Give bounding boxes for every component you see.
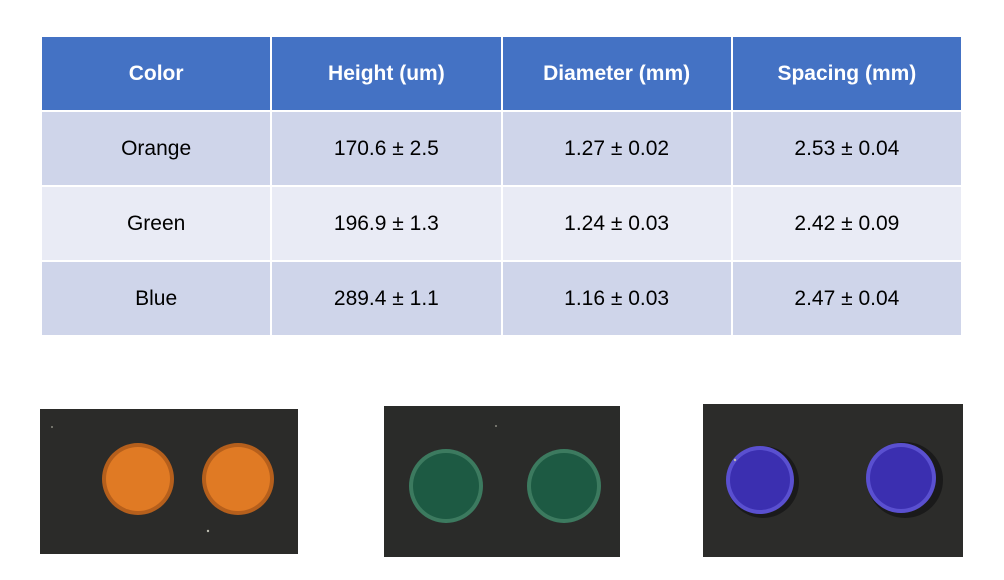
cell-diameter: 1.24 ± 0.03 <box>500 185 733 262</box>
table-row: Orange 170.6 ± 2.5 1.27 ± 0.02 2.53 ± 0.… <box>39 110 964 187</box>
orange-dot <box>106 447 170 511</box>
blue-sample-photo <box>703 404 963 557</box>
green-sample-image <box>384 406 620 557</box>
header-color: Color <box>39 35 273 112</box>
blue-dot <box>870 447 932 509</box>
cell-height: 289.4 ± 1.1 <box>270 260 503 337</box>
green-dot <box>531 453 597 519</box>
table-header-row: Color Height (um) Diameter (mm) Spacing … <box>39 35 964 112</box>
cell-color: Blue <box>39 260 273 337</box>
green-dot <box>413 453 479 519</box>
orange-dot <box>206 447 270 511</box>
header-diameter: Diameter (mm) <box>500 35 733 112</box>
blue-sample-image <box>703 404 963 557</box>
cell-color: Green <box>39 185 273 262</box>
orange-sample-image <box>40 409 298 554</box>
header-height: Height (um) <box>270 35 503 112</box>
cell-spacing: 2.42 ± 0.09 <box>730 185 964 262</box>
table-row: Green 196.9 ± 1.3 1.24 ± 0.03 2.42 ± 0.0… <box>39 185 964 262</box>
green-sample-photo <box>384 406 620 557</box>
cell-spacing: 2.47 ± 0.04 <box>730 260 964 337</box>
cell-diameter: 1.27 ± 0.02 <box>500 110 733 187</box>
cell-height: 196.9 ± 1.3 <box>270 185 503 262</box>
properties-table: Color Height (um) Diameter (mm) Spacing … <box>39 35 964 337</box>
blue-dot <box>730 450 790 510</box>
orange-sample-photo <box>40 409 298 554</box>
cell-spacing: 2.53 ± 0.04 <box>730 110 964 187</box>
cell-diameter: 1.16 ± 0.03 <box>500 260 733 337</box>
cell-color: Orange <box>39 110 273 187</box>
header-spacing: Spacing (mm) <box>730 35 964 112</box>
table-row: Blue 289.4 ± 1.1 1.16 ± 0.03 2.47 ± 0.04 <box>39 260 964 337</box>
cell-height: 170.6 ± 2.5 <box>270 110 503 187</box>
